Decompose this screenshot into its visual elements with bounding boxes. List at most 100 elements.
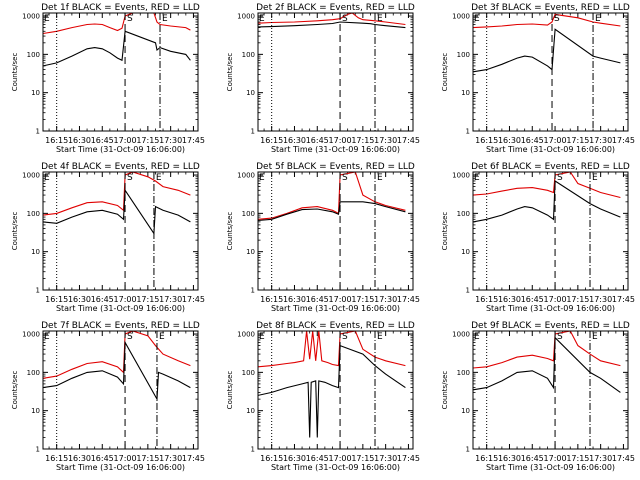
y-tick-label: 10 — [246, 248, 255, 256]
y-tick-label: 1000 — [237, 172, 255, 180]
series-line-lld — [258, 331, 406, 368]
series-line-lld — [258, 13, 406, 26]
y-axis-label: Counts/sec — [441, 371, 449, 410]
x-tick-label: 17:15 — [351, 454, 374, 463]
marker-label-end: E — [377, 14, 383, 24]
marker-label-start: S — [342, 332, 348, 342]
series-line-lld — [43, 13, 191, 35]
plot-frame — [42, 171, 199, 291]
x-tick-label: 16:45 — [521, 454, 544, 463]
chart-title: Det 9f BLACK = Events, RED = LLD — [471, 321, 630, 331]
x-tick-label: 16:15 — [45, 295, 68, 304]
x-tick-label: 17:00 — [329, 136, 352, 145]
x-tick-label: 17:15 — [351, 136, 374, 145]
x-tick-label: 17:15 — [566, 295, 589, 304]
x-tick-label: 17:30 — [589, 136, 612, 145]
chart-panel-2: Det 2f BLACK = Events, RED = LLD 1 10 100 10… — [226, 3, 420, 154]
chart-title: Det 2f BLACK = Events, RED = LLD — [256, 3, 415, 13]
marker-label-end: E — [592, 173, 598, 183]
marker-label-left: E — [259, 332, 265, 342]
x-tick-label: 17:00 — [544, 136, 567, 145]
x-tick-label: 17:45 — [397, 136, 420, 145]
x-tick-label: 17:15 — [136, 295, 159, 304]
y-tick-label: 100 — [242, 210, 255, 218]
x-tick-label: 17:45 — [182, 136, 205, 145]
plot-frame — [257, 330, 414, 450]
y-axis-label: Counts/sec — [441, 212, 449, 251]
x-tick-label: 17:30 — [159, 295, 182, 304]
y-tick-label: 1 — [466, 446, 470, 454]
x-tick-label: 16:30 — [68, 295, 91, 304]
y-tick-label: 100 — [27, 369, 40, 377]
x-tick-label: 17:15 — [136, 136, 159, 145]
series-group — [258, 331, 406, 438]
x-tick-label: 17:30 — [374, 136, 397, 145]
x-tick-label: 16:30 — [283, 136, 306, 145]
plot-frame — [42, 12, 199, 132]
x-tick-label: 16:15 — [260, 295, 283, 304]
x-axis-label: Start Time (31-Oct-09 16:06:00) — [271, 463, 400, 472]
plot-frame — [472, 171, 629, 291]
chart-panel-5: Det 5f BLACK = Events, RED = LLD 1 10 100 10… — [226, 162, 420, 313]
plot-frame — [257, 12, 414, 132]
y-axis-label: Counts/sec — [11, 371, 19, 410]
y-tick-label: 1000 — [237, 13, 255, 21]
marker-label-end: E — [377, 332, 383, 342]
marker-label-end: E — [156, 173, 162, 183]
series-line-events — [473, 28, 621, 73]
marker-label-end: E — [592, 332, 598, 342]
y-tick-label: 1000 — [22, 13, 40, 21]
marker-label-start: S — [127, 173, 133, 183]
series-line-events — [43, 30, 191, 67]
y-tick-label: 1000 — [22, 331, 40, 339]
x-tick-label: 17:00 — [544, 295, 567, 304]
x-tick-label: 17:00 — [544, 454, 567, 463]
y-axis-label: Counts/sec — [226, 53, 234, 92]
x-tick-label: 17:30 — [159, 136, 182, 145]
x-tick-label: 17:45 — [397, 454, 420, 463]
x-tick-label: 17:45 — [182, 454, 205, 463]
marker-label-end: E — [159, 332, 165, 342]
x-tick-label: 16:45 — [91, 454, 114, 463]
marker-label-left: E — [474, 173, 480, 183]
y-tick-label: 1 — [466, 128, 470, 136]
x-tick-label: 16:45 — [91, 136, 114, 145]
y-tick-label: 1000 — [452, 172, 470, 180]
plot-frame — [257, 171, 414, 291]
series-group — [473, 13, 621, 73]
chart-title: Det 5f BLACK = Events, RED = LLD — [256, 162, 415, 172]
x-tick-label: 16:15 — [475, 454, 498, 463]
series-group — [43, 13, 191, 67]
chart-title: Det 1f BLACK = Events, RED = LLD — [41, 3, 200, 13]
x-tick-label: 16:15 — [45, 454, 68, 463]
marker-label-start: S — [557, 332, 563, 342]
x-tick-label: 17:30 — [374, 454, 397, 463]
y-tick-label: 1 — [466, 287, 470, 295]
y-axis-label: Counts/sec — [11, 212, 19, 251]
x-tick-label: 17:00 — [329, 295, 352, 304]
x-axis-label: Start Time (31-Oct-09 16:06:00) — [271, 304, 400, 313]
x-tick-label: 17:45 — [612, 136, 635, 145]
y-tick-label: 1 — [251, 446, 255, 454]
y-tick-label: 100 — [457, 369, 470, 377]
series-line-lld — [473, 331, 621, 369]
y-tick-label: 10 — [246, 89, 255, 97]
x-tick-label: 17:45 — [612, 454, 635, 463]
x-tick-label: 16:30 — [283, 454, 306, 463]
x-axis-label: Start Time (31-Oct-09 16:06:00) — [271, 145, 400, 154]
y-axis-label: Counts/sec — [226, 371, 234, 410]
marker-label-left: E — [474, 332, 480, 342]
series-group — [473, 331, 621, 393]
chart-panel-4: Det 4f BLACK = Events, RED = LLD 1 10 100 10… — [11, 162, 205, 313]
x-tick-label: 17:30 — [374, 295, 397, 304]
x-tick-label: 16:45 — [91, 295, 114, 304]
marker-label-start: S — [342, 14, 348, 24]
series-line-events — [43, 340, 191, 402]
series-group — [43, 331, 191, 402]
x-tick-label: 17:00 — [329, 454, 352, 463]
marker-label-start: S — [342, 173, 348, 183]
marker-label-end: E — [162, 14, 168, 24]
marker-label-left: E — [474, 14, 480, 24]
x-axis-label: Start Time (31-Oct-09 16:06:00) — [486, 463, 615, 472]
